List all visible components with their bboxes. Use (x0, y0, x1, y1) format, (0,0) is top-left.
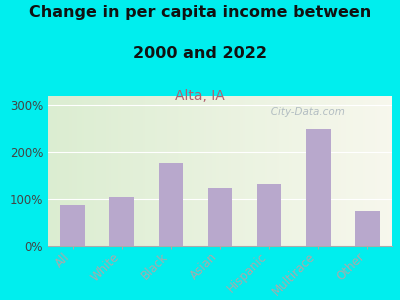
Text: Alta, IA: Alta, IA (175, 88, 225, 103)
Bar (158, 163, 183, 246)
Text: Change in per capita income between: Change in per capita income between (29, 4, 371, 20)
Bar (257, 184, 282, 246)
Text: 2000 and 2022: 2000 and 2022 (133, 46, 267, 62)
Bar (355, 211, 380, 246)
Bar (110, 197, 134, 246)
Bar (208, 188, 232, 246)
Bar (60, 205, 85, 246)
Text: City-Data.com: City-Data.com (261, 106, 345, 116)
Bar (306, 129, 330, 246)
